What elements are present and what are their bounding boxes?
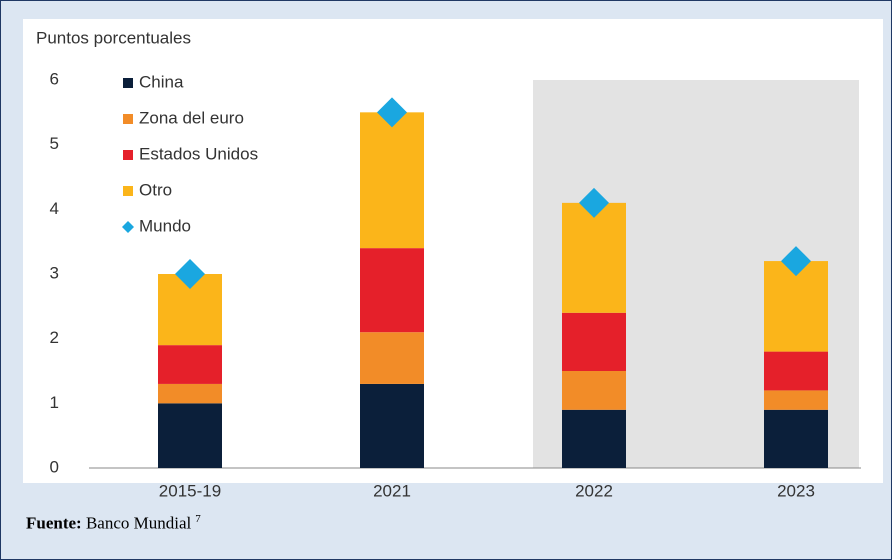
chart: Puntos porcentuales 0 1 2 3 4 5 6 2015-19 2021 20…	[23, 19, 883, 500]
y-tick-label: 0	[50, 457, 59, 476]
source-label: Fuente:	[26, 513, 82, 533]
legend-swatch	[123, 114, 133, 124]
bar-segment	[764, 390, 828, 410]
x-tick-label: 2021	[373, 481, 411, 500]
bar-segment	[360, 332, 424, 384]
bar-segment	[764, 351, 828, 391]
legend-label: Otro	[139, 180, 172, 199]
x-tick-label: 2023	[777, 481, 815, 500]
bar-segment	[562, 371, 626, 410]
source-note: 7	[195, 513, 201, 525]
y-tick-label: 1	[50, 393, 59, 412]
x-tick-label: 2015-19	[159, 481, 221, 500]
y-axis-title: Puntos porcentuales	[36, 28, 191, 47]
world-marker	[781, 246, 811, 277]
world-marker	[579, 187, 609, 218]
legend-marker	[122, 221, 134, 233]
source-text: Banco Mundial	[85, 513, 192, 533]
x-tick-label: 2022	[575, 481, 613, 500]
bar-segment	[158, 403, 222, 468]
world-marker	[175, 259, 205, 289]
legend-swatch	[123, 78, 133, 88]
bar-segment	[360, 248, 424, 333]
legend-label: Estados Unidos	[139, 144, 258, 163]
legend-swatch	[123, 186, 133, 196]
bar-segment	[158, 345, 222, 384]
source: Fuente: Banco Mundial 7	[26, 513, 201, 534]
legend-label: Mundo	[139, 216, 191, 235]
bar-segment	[360, 112, 424, 249]
bar-segment	[562, 409, 626, 468]
y-tick-label: 3	[50, 263, 59, 282]
y-tick-label: 4	[50, 199, 59, 218]
legend-swatch	[123, 150, 133, 160]
bar-segment	[764, 261, 828, 352]
bar-segment	[360, 383, 424, 468]
world-marker	[377, 97, 407, 128]
y-tick-label: 2	[50, 328, 59, 347]
bar-segment	[562, 312, 626, 371]
bar-segment	[562, 202, 626, 313]
bar-segment	[158, 383, 222, 404]
legend-label: China	[139, 72, 184, 91]
legend-label: Zona del euro	[139, 108, 244, 127]
y-tick-label: 5	[50, 134, 59, 153]
bar-segment	[764, 409, 828, 468]
y-tick-label: 6	[50, 69, 59, 88]
